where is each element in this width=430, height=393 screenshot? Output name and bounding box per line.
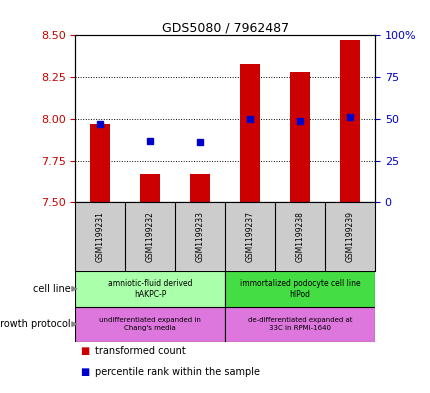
Text: growth protocol: growth protocol: [0, 319, 71, 329]
Text: undifferentiated expanded in
Chang's media: undifferentiated expanded in Chang's med…: [99, 318, 201, 331]
Text: GSM1199239: GSM1199239: [345, 211, 354, 262]
Text: GSM1199231: GSM1199231: [95, 211, 104, 262]
Bar: [339, 40, 359, 202]
Text: ■: ■: [80, 367, 89, 377]
Text: immortalized podocyte cell line
hIPod: immortalized podocyte cell line hIPod: [239, 279, 359, 299]
Text: percentile rank within the sample: percentile rank within the sample: [95, 367, 259, 377]
Bar: [224, 271, 374, 307]
Bar: [90, 124, 110, 202]
Text: ■: ■: [80, 346, 89, 356]
Bar: [224, 307, 374, 342]
Bar: [289, 72, 309, 202]
Text: GSM1199237: GSM1199237: [245, 211, 254, 262]
Text: amniotic-fluid derived
hAKPC-P: amniotic-fluid derived hAKPC-P: [108, 279, 192, 299]
Bar: [190, 174, 210, 202]
Text: de-differentiated expanded at
33C in RPMI-1640: de-differentiated expanded at 33C in RPM…: [247, 318, 351, 331]
Bar: [140, 174, 160, 202]
Text: GSM1199232: GSM1199232: [145, 211, 154, 262]
Text: GSM1199233: GSM1199233: [195, 211, 204, 262]
Bar: [240, 64, 260, 202]
Bar: [75, 271, 224, 307]
Text: transformed count: transformed count: [95, 346, 185, 356]
Bar: [75, 307, 224, 342]
Text: cell line: cell line: [33, 284, 71, 294]
Text: GSM1199238: GSM1199238: [295, 211, 304, 262]
Title: GDS5080 / 7962487: GDS5080 / 7962487: [161, 21, 288, 34]
